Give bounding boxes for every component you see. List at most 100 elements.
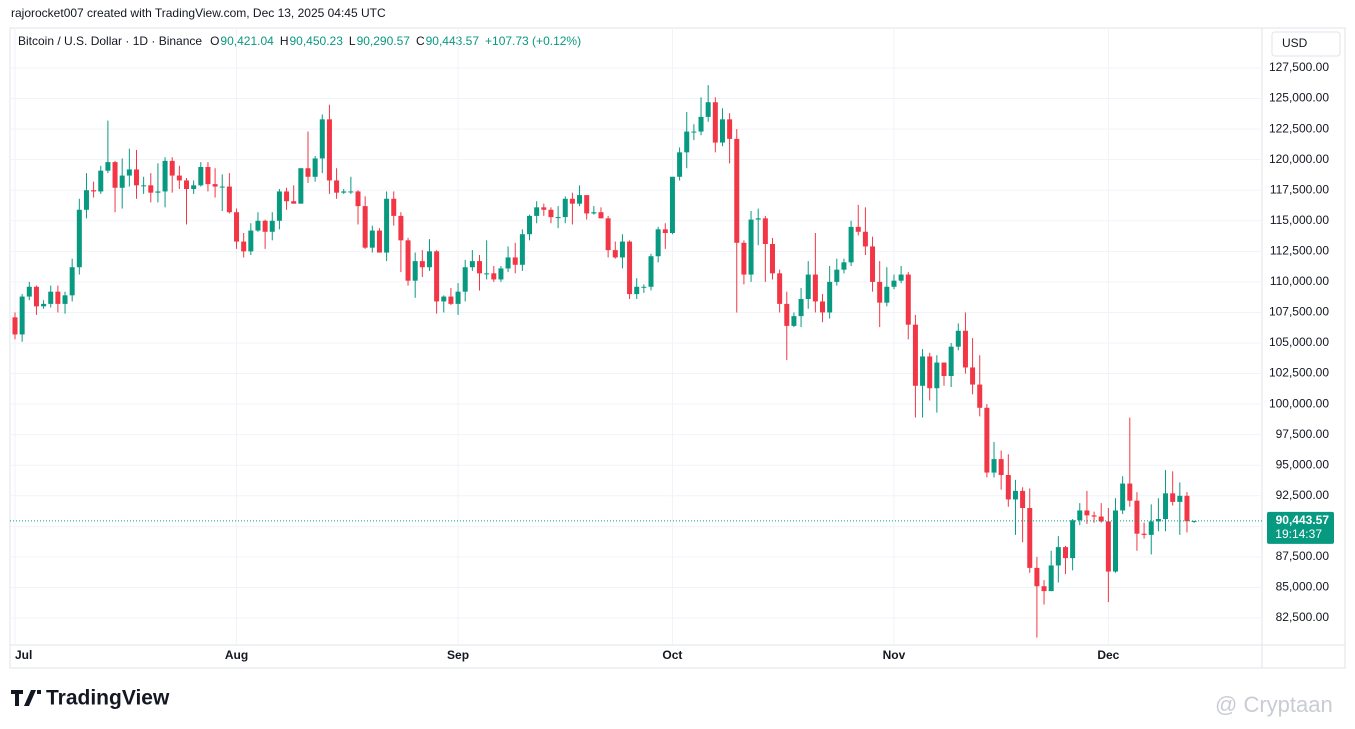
candle-body bbox=[48, 291, 54, 304]
candle-body bbox=[105, 162, 111, 171]
candle-body bbox=[219, 186, 225, 188]
candle-body bbox=[384, 198, 390, 253]
y-tick-label: 100,000.00 bbox=[1269, 396, 1329, 410]
candle-body bbox=[83, 190, 89, 210]
ohlc-legend: O 90,421.04 H 90,450.23 L 90,290.57 C 90,443.57… bbox=[210, 34, 581, 48]
candle-body bbox=[712, 102, 718, 143]
candle-body bbox=[326, 119, 332, 181]
legend-key: C bbox=[416, 34, 425, 48]
candle-body bbox=[26, 286, 32, 297]
candle-body bbox=[777, 273, 783, 304]
candle-body bbox=[184, 180, 190, 190]
candle-body bbox=[298, 168, 304, 204]
candle-body bbox=[848, 226, 854, 263]
candle-body bbox=[519, 234, 525, 265]
symbol: Bitcoin / U.S. Dollar · 1D · Binance bbox=[18, 34, 202, 48]
x-tick-label: Jul bbox=[15, 648, 32, 662]
candle-body bbox=[412, 261, 418, 281]
candle-body bbox=[905, 274, 911, 325]
candle-body bbox=[498, 268, 504, 280]
candle-body bbox=[769, 244, 775, 274]
candle-body bbox=[276, 191, 282, 221]
candle-body bbox=[1191, 520, 1197, 522]
candle-body bbox=[1105, 521, 1111, 572]
candle-body bbox=[634, 286, 640, 295]
candle-body bbox=[98, 170, 104, 192]
candle-body bbox=[669, 176, 675, 234]
y-tick-label: 112,500.00 bbox=[1270, 244, 1329, 258]
candle-body bbox=[569, 198, 575, 204]
candle-body bbox=[512, 257, 518, 265]
candle-body bbox=[641, 286, 647, 288]
currency-button[interactable] bbox=[1271, 31, 1341, 57]
legend-key: L bbox=[349, 34, 356, 48]
chart-frame bbox=[9, 27, 1346, 669]
candle-body bbox=[855, 226, 861, 232]
candle-body bbox=[312, 158, 318, 177]
candle-body bbox=[398, 215, 404, 241]
candle-body bbox=[212, 184, 218, 187]
candle-body bbox=[1141, 533, 1147, 535]
candle-body bbox=[912, 324, 918, 386]
candle-body bbox=[376, 230, 382, 253]
candle-body bbox=[334, 180, 340, 193]
currency[interactable]: USD bbox=[1282, 36, 1308, 50]
candle-body bbox=[405, 240, 411, 281]
candle-body bbox=[19, 296, 25, 335]
candle-body bbox=[970, 367, 976, 385]
candle-body bbox=[1177, 495, 1183, 502]
candle-body bbox=[484, 273, 490, 275]
candle-body bbox=[648, 256, 654, 287]
x-tick-label: Nov bbox=[883, 648, 906, 662]
candle-body bbox=[719, 119, 725, 143]
candle-body bbox=[148, 185, 154, 193]
candle-body bbox=[891, 280, 897, 287]
candle-body bbox=[1148, 521, 1154, 535]
last-price-box bbox=[1267, 511, 1334, 544]
candle-body bbox=[205, 167, 211, 185]
candle-body bbox=[1070, 520, 1076, 559]
candle-body bbox=[1184, 495, 1190, 522]
candle-body bbox=[677, 152, 683, 177]
candle-body bbox=[548, 209, 554, 218]
candle-body bbox=[541, 207, 547, 210]
candle-body bbox=[1005, 475, 1011, 500]
candle-body bbox=[1041, 586, 1047, 592]
candle-body bbox=[234, 212, 240, 242]
x-tick-label: Sep bbox=[447, 648, 469, 662]
candle-body bbox=[176, 175, 182, 181]
y-tick-label: 127,500.00 bbox=[1269, 60, 1329, 74]
candle-body bbox=[55, 291, 61, 304]
candle-body bbox=[76, 209, 82, 268]
candle-body bbox=[619, 241, 625, 258]
candle-body bbox=[355, 191, 361, 207]
candle-body bbox=[898, 274, 904, 281]
legend-key: O bbox=[210, 34, 219, 48]
logo-mark bbox=[11, 690, 41, 706]
candle-body bbox=[291, 201, 297, 204]
watermark: @ Cryptaan bbox=[1215, 692, 1333, 717]
candle-body bbox=[841, 262, 847, 270]
candle-body bbox=[1170, 493, 1176, 502]
y-tick-label: 95,000.00 bbox=[1276, 457, 1330, 471]
candle-body bbox=[577, 195, 583, 204]
candle-body bbox=[248, 230, 254, 252]
candle-body bbox=[62, 295, 68, 304]
candle-body bbox=[962, 330, 968, 368]
x-tick-label: Oct bbox=[662, 648, 682, 662]
candle-body bbox=[705, 102, 711, 117]
candle-body bbox=[805, 274, 811, 300]
candle-body bbox=[155, 191, 161, 193]
candle-body bbox=[348, 191, 354, 193]
candle-body bbox=[734, 138, 740, 243]
candle-body bbox=[948, 346, 954, 377]
candle-body bbox=[984, 407, 990, 473]
candle-body bbox=[1155, 519, 1161, 522]
countdown: 19:14:37 bbox=[1275, 527, 1322, 541]
legend-key: H bbox=[280, 34, 289, 48]
candle-body bbox=[598, 212, 604, 219]
legend-value: 90,421.04 bbox=[220, 34, 274, 48]
candle-body bbox=[762, 218, 768, 245]
candle-body bbox=[927, 356, 933, 389]
